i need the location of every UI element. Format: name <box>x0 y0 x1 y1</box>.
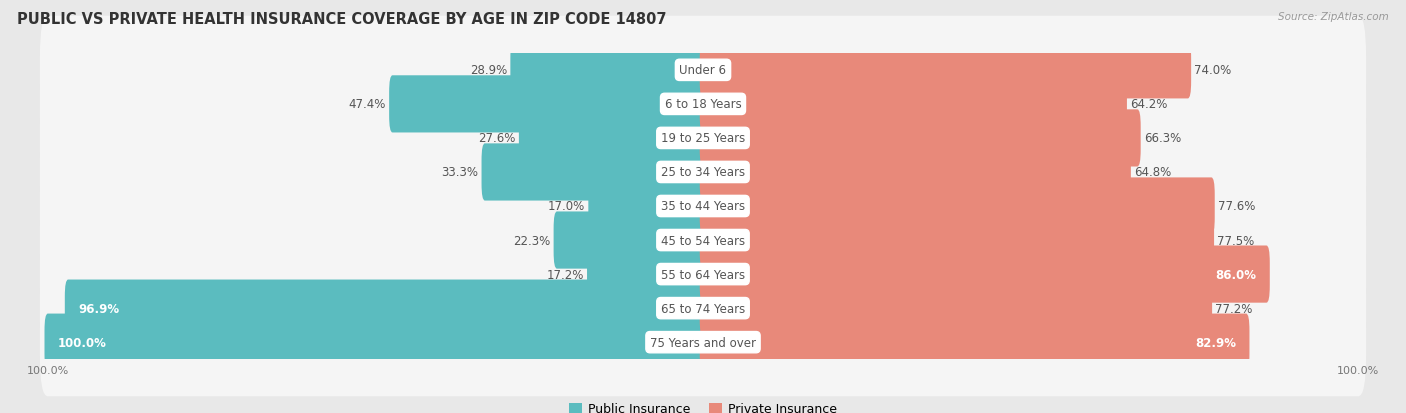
FancyBboxPatch shape <box>65 280 706 337</box>
FancyBboxPatch shape <box>588 246 706 303</box>
FancyBboxPatch shape <box>519 110 706 167</box>
FancyBboxPatch shape <box>700 42 1191 99</box>
Text: 22.3%: 22.3% <box>513 234 550 247</box>
Text: 55 to 64 Years: 55 to 64 Years <box>661 268 745 281</box>
Text: 64.8%: 64.8% <box>1135 166 1171 179</box>
Text: 77.2%: 77.2% <box>1215 302 1253 315</box>
Text: 6 to 18 Years: 6 to 18 Years <box>665 98 741 111</box>
Text: 100.0%: 100.0% <box>58 336 107 349</box>
Text: 45 to 54 Years: 45 to 54 Years <box>661 234 745 247</box>
Text: 86.0%: 86.0% <box>1216 268 1257 281</box>
Text: 77.5%: 77.5% <box>1218 234 1254 247</box>
Text: 96.9%: 96.9% <box>77 302 120 315</box>
FancyBboxPatch shape <box>700 110 1140 167</box>
FancyBboxPatch shape <box>39 119 1367 227</box>
FancyBboxPatch shape <box>554 212 706 269</box>
Legend: Public Insurance, Private Insurance: Public Insurance, Private Insurance <box>564 397 842 413</box>
Text: 25 to 34 Years: 25 to 34 Years <box>661 166 745 179</box>
FancyBboxPatch shape <box>39 152 1367 261</box>
FancyBboxPatch shape <box>510 42 706 99</box>
FancyBboxPatch shape <box>39 51 1367 159</box>
FancyBboxPatch shape <box>481 144 706 201</box>
Text: 28.9%: 28.9% <box>470 64 508 77</box>
FancyBboxPatch shape <box>700 76 1128 133</box>
FancyBboxPatch shape <box>700 178 1215 235</box>
FancyBboxPatch shape <box>45 314 706 371</box>
Text: 64.2%: 64.2% <box>1130 98 1167 111</box>
FancyBboxPatch shape <box>39 17 1367 125</box>
FancyBboxPatch shape <box>700 212 1213 269</box>
Text: Under 6: Under 6 <box>679 64 727 77</box>
FancyBboxPatch shape <box>700 246 1270 303</box>
Text: Source: ZipAtlas.com: Source: ZipAtlas.com <box>1278 12 1389 22</box>
Text: 82.9%: 82.9% <box>1195 336 1236 349</box>
Text: 17.0%: 17.0% <box>548 200 585 213</box>
FancyBboxPatch shape <box>389 76 706 133</box>
Text: 77.6%: 77.6% <box>1218 200 1256 213</box>
Text: 66.3%: 66.3% <box>1144 132 1181 145</box>
FancyBboxPatch shape <box>700 144 1130 201</box>
Text: 17.2%: 17.2% <box>547 268 583 281</box>
Text: 75 Years and over: 75 Years and over <box>650 336 756 349</box>
Text: 74.0%: 74.0% <box>1195 64 1232 77</box>
Text: 35 to 44 Years: 35 to 44 Years <box>661 200 745 213</box>
FancyBboxPatch shape <box>39 221 1367 328</box>
Text: 33.3%: 33.3% <box>441 166 478 179</box>
Text: 65 to 74 Years: 65 to 74 Years <box>661 302 745 315</box>
Text: 19 to 25 Years: 19 to 25 Years <box>661 132 745 145</box>
FancyBboxPatch shape <box>588 178 706 235</box>
FancyBboxPatch shape <box>39 85 1367 192</box>
FancyBboxPatch shape <box>700 280 1212 337</box>
FancyBboxPatch shape <box>39 254 1367 362</box>
Text: PUBLIC VS PRIVATE HEALTH INSURANCE COVERAGE BY AGE IN ZIP CODE 14807: PUBLIC VS PRIVATE HEALTH INSURANCE COVER… <box>17 12 666 27</box>
FancyBboxPatch shape <box>700 314 1250 371</box>
Text: 27.6%: 27.6% <box>478 132 516 145</box>
FancyBboxPatch shape <box>39 186 1367 294</box>
Text: 47.4%: 47.4% <box>349 98 385 111</box>
FancyBboxPatch shape <box>39 288 1367 396</box>
